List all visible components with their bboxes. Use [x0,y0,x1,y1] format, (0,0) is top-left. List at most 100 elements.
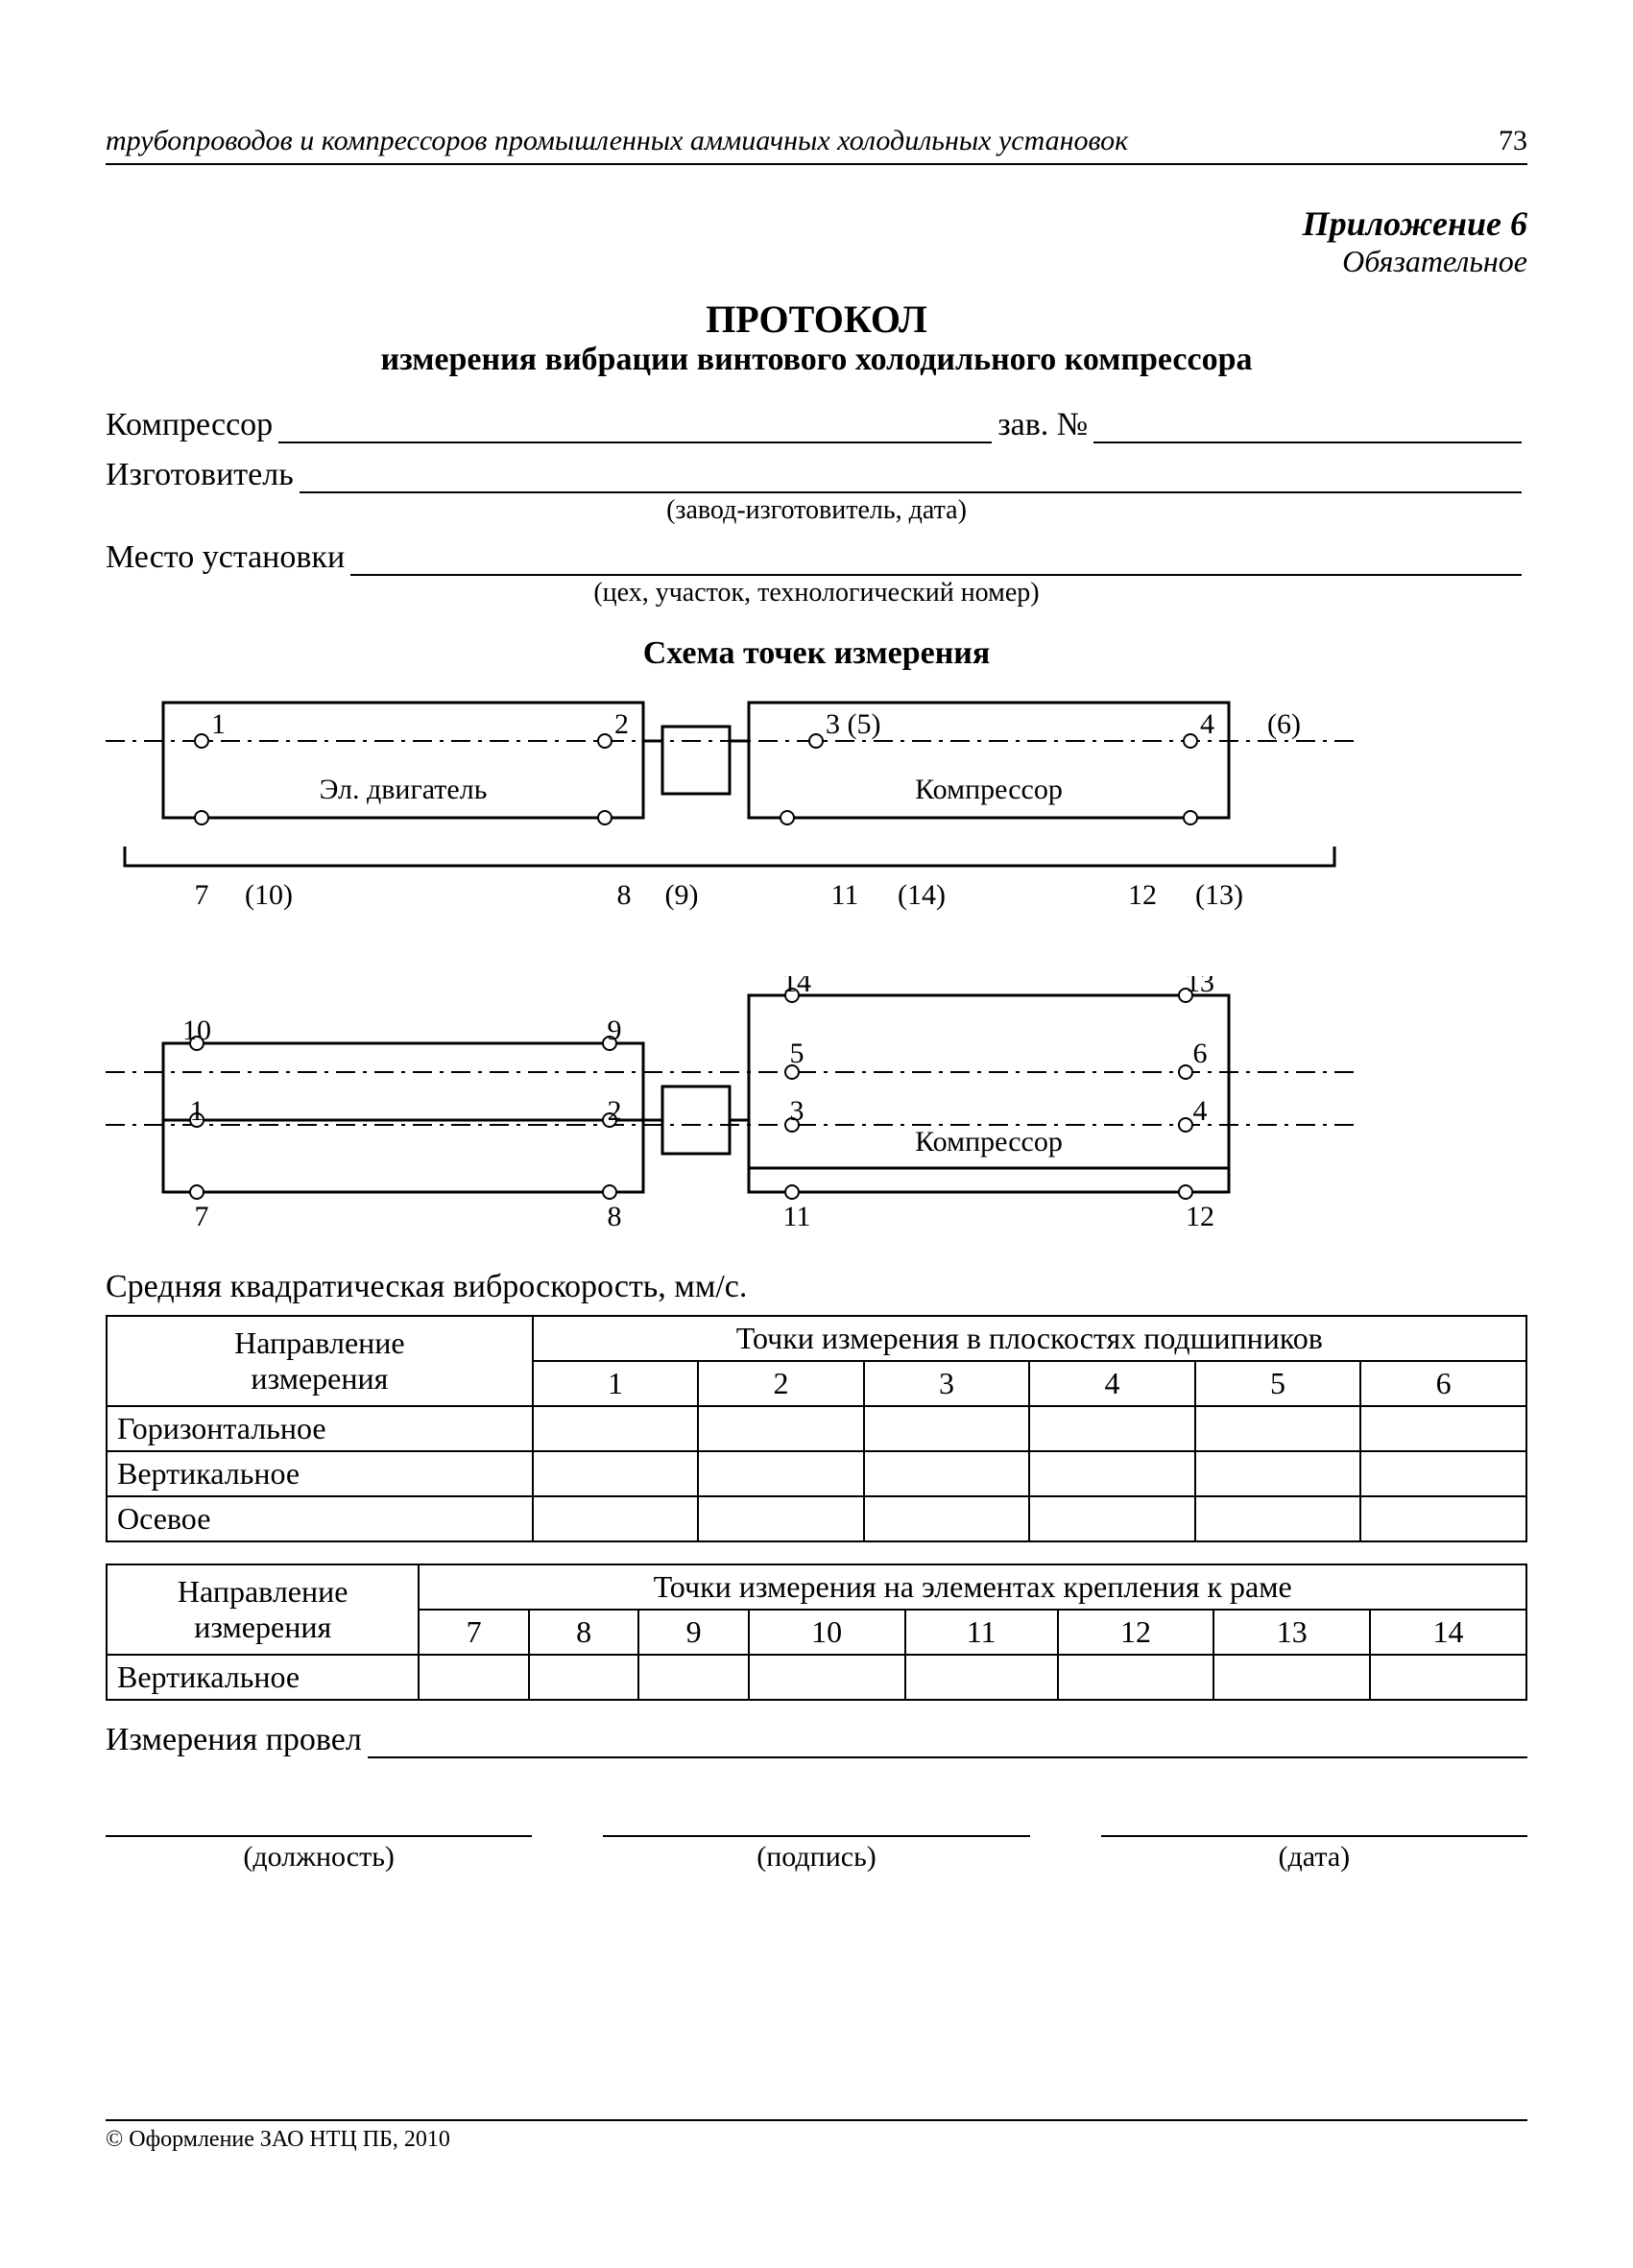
hint-location: (цех, участок, технологический номер) [106,578,1527,609]
cell[interactable] [698,1451,864,1496]
col-13: 13 [1213,1610,1370,1655]
svg-text:12: 12 [1186,1201,1214,1232]
table-row: Осевое [107,1496,1526,1541]
line-compressor: Компрессор зав. № [106,407,1527,443]
svg-text:Эл. двигатель: Эл. двигатель [320,774,488,805]
cell[interactable] [1360,1406,1526,1451]
cell[interactable] [1360,1451,1526,1496]
blank-position[interactable] [106,1806,532,1837]
label-manufacturer: Изготовитель [106,457,294,493]
svg-text:13: 13 [1186,976,1214,998]
sig-cell-position: (должность) [106,1806,532,1874]
measured-by-line: Измерения провел [106,1722,1527,1758]
blank-serial[interactable] [1093,409,1522,443]
col-group-title: Точки измерения в плоскостях подшипников [533,1316,1526,1361]
cell[interactable] [749,1655,905,1700]
table-row: Вертикальное [107,1451,1526,1496]
svg-text:5: 5 [790,1038,804,1069]
svg-text:2: 2 [614,708,629,740]
table-frame-mounts: НаправлениеизмеренияТочки измерения на э… [106,1564,1527,1701]
running-title: трубопроводов и компрессоров промышленны… [106,125,1128,157]
col-group-title: Точки измерения на элементах крепления к… [419,1564,1526,1610]
cell[interactable] [1058,1655,1214,1700]
cell[interactable] [1195,1406,1361,1451]
cell[interactable] [698,1406,864,1451]
cell[interactable] [1370,1655,1526,1700]
svg-text:4: 4 [1193,1095,1208,1127]
table-row: Вертикальное [107,1655,1526,1700]
col-3: 3 [864,1361,1030,1406]
svg-text:12: 12 [1128,879,1157,911]
col-14: 14 [1370,1610,1526,1655]
col-7: 7 [419,1610,528,1655]
annex-block: Приложение 6 Обязательное [106,203,1527,279]
svg-text:11: 11 [783,1201,811,1232]
svg-text:11: 11 [831,879,859,911]
blank-sign[interactable] [603,1806,1029,1837]
svg-text:10: 10 [182,1015,211,1046]
cell[interactable] [1029,1496,1195,1541]
svg-text:(10): (10) [245,879,293,911]
cell[interactable] [1195,1496,1361,1541]
row-label: Осевое [107,1496,533,1541]
blank-location[interactable] [350,541,1522,576]
cell[interactable] [638,1655,748,1700]
sig-cell-sign: (подпись) [603,1806,1029,1874]
col-12: 12 [1058,1610,1214,1655]
cell[interactable] [864,1451,1030,1496]
doc-title: ПРОТОКОЛ [106,297,1527,342]
cell[interactable] [533,1406,699,1451]
svg-text:2: 2 [608,1095,622,1127]
footer: © Оформление ЗАО НТЦ ПБ, 2010 [106,2119,1527,2153]
svg-text:(6): (6) [1267,708,1301,740]
cell[interactable] [533,1496,699,1541]
row-label: Вертикальное [107,1655,419,1700]
cell[interactable] [864,1406,1030,1451]
cell[interactable] [1195,1451,1361,1496]
line-location: Место установки [106,539,1527,576]
diagram-bottom: Компрессор1413109561234781112 [106,976,1354,1245]
label-serial: зав. № [997,407,1088,443]
page-number: 73 [1499,125,1527,157]
svg-text:1: 1 [190,1095,204,1127]
velocity-caption: Средняя квадратическая виброскорость, мм… [106,1269,1527,1305]
hint-manufacturer: (завод-изготовитель, дата) [106,495,1527,526]
svg-text:8: 8 [608,1201,622,1232]
row-label: Вертикальное [107,1451,533,1496]
svg-text:1: 1 [211,708,226,740]
col-6: 6 [1360,1361,1526,1406]
cell[interactable] [419,1655,528,1700]
col-10: 10 [749,1610,905,1655]
cell[interactable] [698,1496,864,1541]
row-label: Горизонтальное [107,1406,533,1451]
col-11: 11 [905,1610,1058,1655]
cell[interactable] [1213,1655,1370,1700]
cell[interactable] [1029,1406,1195,1451]
cell[interactable] [1360,1496,1526,1541]
blank-manufacturer[interactable] [300,459,1522,493]
svg-text:4: 4 [1200,708,1214,740]
row-header-title: Направлениеизмерения [107,1564,419,1655]
blank-compressor[interactable] [278,409,992,443]
table-row: Горизонтальное [107,1406,1526,1451]
cell[interactable] [529,1655,638,1700]
cell[interactable] [905,1655,1058,1700]
table-bearing-planes: НаправлениеизмеренияТочки измерения в пл… [106,1315,1527,1542]
svg-text:(14): (14) [898,879,946,911]
measured-by-label: Измерения провел [106,1722,362,1758]
running-header: трубопроводов и компрессоров промышленны… [106,125,1527,165]
blank-date[interactable] [1101,1806,1527,1837]
cell[interactable] [533,1451,699,1496]
blank-measured-by[interactable] [368,1724,1527,1758]
label-date: (дата) [1101,1841,1527,1874]
col-8: 8 [529,1610,638,1655]
svg-text:3: 3 [790,1095,804,1127]
svg-text:(13): (13) [1195,879,1243,911]
svg-text:3 (5): 3 (5) [826,708,880,740]
svg-text:Компрессор: Компрессор [915,774,1063,805]
svg-text:6: 6 [1193,1038,1208,1069]
cell[interactable] [1029,1451,1195,1496]
col-5: 5 [1195,1361,1361,1406]
sig-cell-date: (дата) [1101,1806,1527,1874]
cell[interactable] [864,1496,1030,1541]
